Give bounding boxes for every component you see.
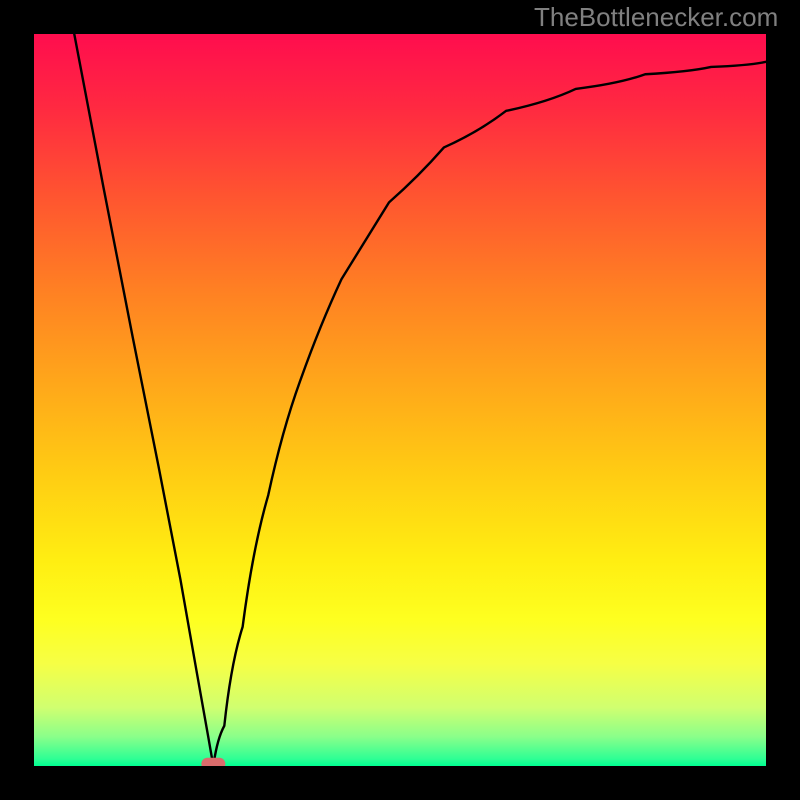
gradient-background <box>34 34 766 766</box>
watermark-text: TheBottlenecker.com <box>534 2 778 33</box>
chart-svg <box>0 0 800 800</box>
